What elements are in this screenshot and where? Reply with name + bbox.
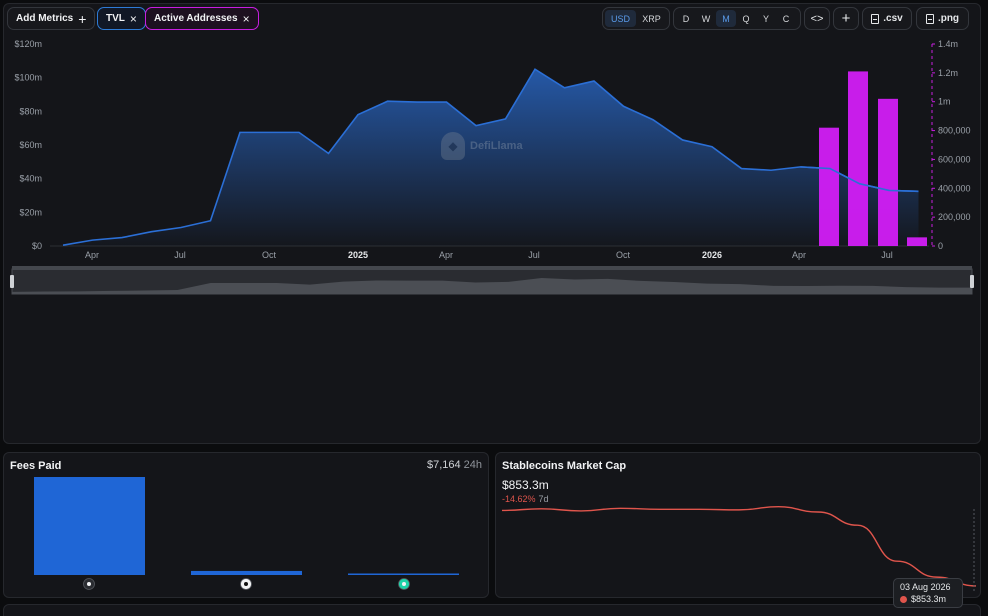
fees-total: $7,164 24h	[427, 459, 482, 471]
x-axis-tick: Jul	[528, 250, 540, 260]
stablecoins-line	[501, 506, 977, 587]
add-metrics-button[interactable]: Add Metrics +	[7, 7, 95, 30]
period-toggle: D W M Q Y C	[673, 7, 801, 30]
x-axis-tick: Jul	[174, 250, 186, 260]
left-axis-tick: $60m	[19, 140, 42, 150]
left-axis-tick: $20m	[19, 207, 42, 217]
brush-preview-area	[12, 278, 972, 294]
add-button[interactable]: +	[833, 7, 859, 30]
stablecoins-value: $853.3m	[502, 478, 549, 492]
x-axis-tick: Oct	[616, 250, 631, 260]
chain-c-icon	[398, 578, 410, 590]
chain-b-icon	[240, 578, 252, 590]
left-axis-tick: $40m	[19, 174, 42, 184]
fees-title: Fees Paid	[10, 460, 62, 472]
fees-bar	[191, 570, 302, 575]
stablecoins-market-cap-card: Stablecoins Market Cap $853.3m -14.62% 7d	[495, 452, 981, 598]
fees-bar	[348, 573, 459, 575]
tvl-metric-chip[interactable]: TVL ×	[97, 7, 146, 30]
file-icon	[871, 13, 880, 24]
right-axis-tick: 1.2m	[938, 68, 958, 78]
icon-dot	[244, 582, 248, 586]
watermark: ◆ DefiLlama	[441, 132, 523, 160]
chart-tooltip: 03 Aug 2026 $853.3m	[893, 578, 963, 608]
tooltip-date: 03 Aug 2026	[900, 582, 951, 592]
fees-total-value: $7,164	[426, 459, 461, 471]
right-axis-tick: 400,000	[938, 183, 971, 193]
period-c-button[interactable]: C	[782, 13, 790, 24]
left-axis-tick: $0	[32, 241, 42, 251]
tooltip-dot-icon	[900, 595, 907, 603]
left-axis-tick: $120m	[14, 39, 42, 49]
active-addresses-chip-label: Active Addresses	[154, 13, 238, 24]
png-label: .png	[937, 13, 960, 24]
right-axis-tick: 200,000	[938, 212, 971, 222]
fees-paid-card: Fees Paid $7,164 24h	[3, 452, 489, 598]
x-axis-tick: Apr	[792, 250, 806, 260]
plus-icon: +	[841, 10, 851, 27]
tvl-line-overlay	[800, 166, 919, 193]
stablecoins-line-chart	[501, 506, 977, 593]
fees-bar	[34, 477, 145, 575]
active-addresses-bar	[848, 71, 868, 247]
x-axis-tick: 2025	[348, 250, 368, 260]
embed-button[interactable]: <>	[804, 7, 830, 30]
tvl-line	[62, 68, 919, 246]
tvl-active-addresses-chart: $0 $20m $40m $60m $80m $100m $120m 0 200,000 400,…	[10, 39, 974, 295]
chain-a-icon	[83, 578, 95, 590]
active-addresses-bar	[907, 237, 927, 246]
stablecoins-change-percent: -14.62%	[502, 494, 536, 504]
active-addresses-bar	[819, 127, 839, 246]
csv-label: .csv	[883, 13, 903, 24]
code-icon: <>	[810, 12, 824, 25]
period-m-button[interactable]: M	[716, 10, 736, 27]
currency-usd-button[interactable]: USD	[605, 10, 636, 27]
plus-icon: +	[78, 10, 87, 27]
file-icon	[925, 13, 934, 24]
period-y-button[interactable]: Y	[762, 13, 769, 24]
stablecoins-change: -14.62% 7d	[502, 494, 549, 504]
stablecoins-change-period: 7d	[538, 494, 549, 504]
right-axis-tick: 1m	[938, 97, 951, 107]
left-axis-tick: $100m	[14, 73, 42, 83]
next-panel	[3, 604, 981, 616]
currency-xrp-button[interactable]: XRP	[642, 13, 661, 24]
tvl-chip-label: TVL	[106, 13, 125, 24]
defillama-logo-icon: ◆	[441, 132, 465, 160]
x-axis-tick: Apr	[85, 250, 99, 260]
brush-handle-left	[10, 275, 14, 288]
left-axis-tick: $80m	[19, 106, 42, 116]
period-w-button[interactable]: W	[701, 13, 711, 24]
right-axis-tick: 1.4m	[938, 39, 958, 49]
main-chart: $0 $20m $40m $60m $80m $100m $120m 0 200,000 400,…	[0, 0, 988, 300]
close-icon[interactable]: ×	[129, 11, 137, 26]
x-axis-tick: Jul	[881, 250, 893, 260]
icon-dot	[402, 582, 406, 586]
brush-top-bar	[12, 266, 972, 270]
x-axis-tick: Oct	[262, 250, 277, 260]
close-icon[interactable]: ×	[242, 11, 250, 26]
tvl-area	[63, 69, 919, 246]
right-axis-tick: 0	[938, 241, 943, 251]
fees-period: 24h	[463, 459, 482, 471]
currency-toggle: USD XRP	[602, 7, 670, 30]
period-d-button[interactable]: D	[682, 13, 690, 24]
period-q-button[interactable]: Q	[742, 13, 750, 24]
download-png-button[interactable]: .png	[916, 7, 969, 30]
right-axis-tick: 800,000	[938, 126, 971, 136]
right-axis-tick: 600,000	[938, 154, 971, 164]
tooltip-value: $853.3m	[911, 594, 947, 604]
active-addresses-metric-chip[interactable]: Active Addresses ×	[145, 7, 259, 30]
icon-dot	[87, 582, 91, 586]
fees-bar-chart	[34, 477, 459, 590]
active-addresses-bar	[878, 98, 898, 246]
stablecoins-title: Stablecoins Market Cap	[502, 460, 627, 472]
add-metrics-label: Add Metrics	[16, 13, 74, 24]
x-axis-tick: 2026	[702, 250, 722, 260]
watermark-text: DefiLlama	[470, 140, 523, 152]
x-axis-tick: Apr	[439, 250, 453, 260]
download-csv-button[interactable]: .csv	[862, 7, 912, 30]
brush-handle-right	[970, 275, 974, 288]
